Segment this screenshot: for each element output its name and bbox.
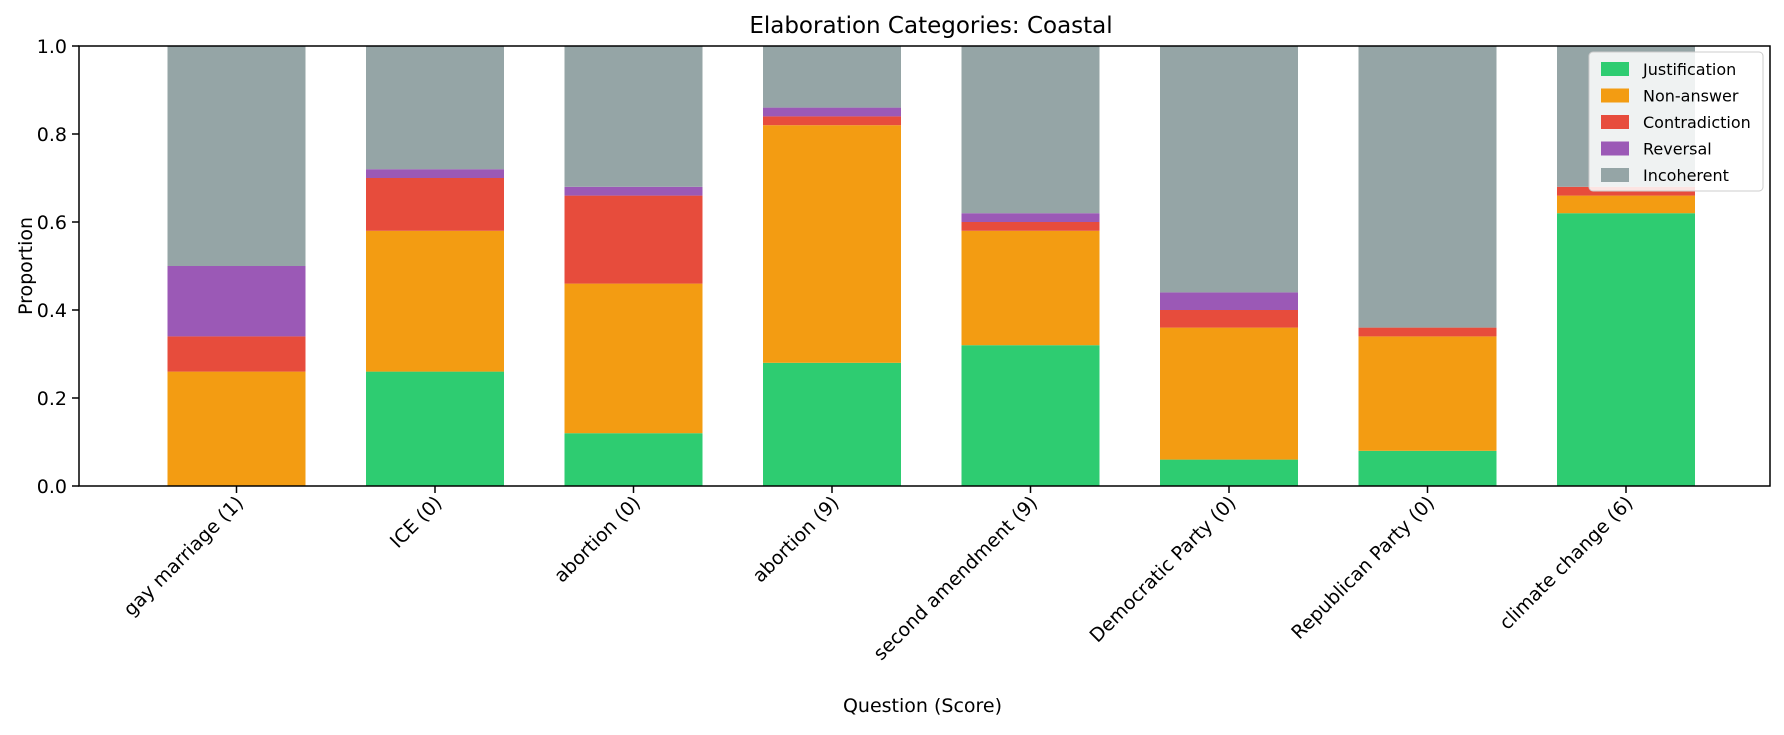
bar-segment-non-answer [763, 125, 901, 363]
bar-segment-non-answer [961, 230, 1100, 346]
y-tick-label: 0.6 [37, 212, 67, 234]
x-tick-label: abortion (0) [550, 492, 645, 587]
bar-segment-non-answer [1160, 327, 1298, 460]
bar-segment-reversal [1160, 292, 1298, 310]
bar-segment-incoherent [167, 46, 306, 266]
bar-segment-reversal [961, 213, 1100, 222]
legend: Justification Non-answer Contradiction Reve… [1588, 51, 1764, 192]
bar-segment-contradiction [763, 116, 901, 126]
y-tick-label: 0.4 [37, 300, 67, 322]
x-tick-label: Republican Party (0) [1287, 492, 1439, 644]
x-tick-label: ICE (0) [386, 492, 447, 553]
bar-segment-contradiction [1358, 327, 1497, 337]
bar-segment-contradiction [1160, 310, 1298, 328]
bar-segment-justification [763, 362, 901, 486]
bar-segment-non-answer [167, 371, 306, 486]
bar-segment-justification [1358, 450, 1497, 486]
bar-segment-justification [366, 371, 504, 486]
legend-swatch [1601, 88, 1629, 103]
plot-frame [78, 45, 1771, 487]
legend-swatch [1601, 115, 1629, 129]
bar-segment-incoherent [1358, 46, 1497, 328]
bar-segment-non-answer [1358, 336, 1497, 451]
bar-segment-incoherent [961, 46, 1100, 214]
y-axis: 0.0 0.2 0.4 0.6 0.8 1.0 [37, 36, 79, 498]
bar-segment-non-answer [1557, 195, 1695, 214]
x-tick-label: gay marriage (1) [119, 492, 248, 621]
x-tick-label: climate change (6) [1495, 492, 1637, 634]
bar-segment-reversal [564, 186, 703, 196]
bar-segment-contradiction [564, 195, 703, 284]
bar-segment-incoherent [366, 46, 504, 170]
x-axis-label: Question (Score) [843, 695, 1002, 717]
legend-swatch [1601, 168, 1629, 182]
legend-box [1588, 51, 1764, 192]
legend-label: Reversal [1643, 140, 1712, 159]
bar-segment-incoherent [1160, 46, 1298, 293]
y-axis-label: Proportion [15, 217, 37, 315]
y-tick-label: 1.0 [37, 36, 67, 58]
bar-segment-reversal [366, 169, 504, 178]
chart-title: Elaboration Categories: Coastal [749, 13, 1112, 39]
bar-segment-justification [1160, 459, 1298, 486]
bar-segment-justification [1557, 213, 1695, 486]
bar-segment-contradiction [961, 222, 1100, 231]
bar-segment-reversal [167, 266, 306, 337]
bar-segment-reversal [763, 107, 901, 117]
bar-segment-contradiction [366, 178, 504, 231]
legend-swatch [1601, 62, 1629, 76]
legend-swatch [1601, 141, 1629, 156]
x-tick-label: abortion (9) [748, 492, 843, 587]
legend-label: Non-answer [1643, 87, 1739, 106]
bar-segment-justification [961, 345, 1100, 486]
bar-segment-incoherent [763, 46, 901, 108]
x-tick-label: Democratic Party (0) [1085, 492, 1240, 647]
legend-label: Contradiction [1643, 113, 1751, 132]
x-tick-label: second amendment (9) [869, 492, 1042, 665]
legend-label: Justification [1642, 60, 1736, 79]
bars-group [167, 46, 1695, 486]
bar-segment-non-answer [564, 283, 703, 434]
bar-segment-non-answer [366, 230, 504, 372]
legend-label: Incoherent [1643, 166, 1729, 185]
x-axis: gay marriage (1) ICE (0) abortion (0) abort… [119, 486, 1638, 665]
bar-segment-incoherent [564, 46, 703, 187]
bar-segment-justification [564, 433, 703, 486]
y-tick-label: 0.8 [37, 124, 67, 146]
y-tick-label: 0.2 [37, 388, 67, 410]
bar-segment-contradiction [167, 336, 306, 372]
y-tick-label: 0.0 [37, 476, 67, 498]
